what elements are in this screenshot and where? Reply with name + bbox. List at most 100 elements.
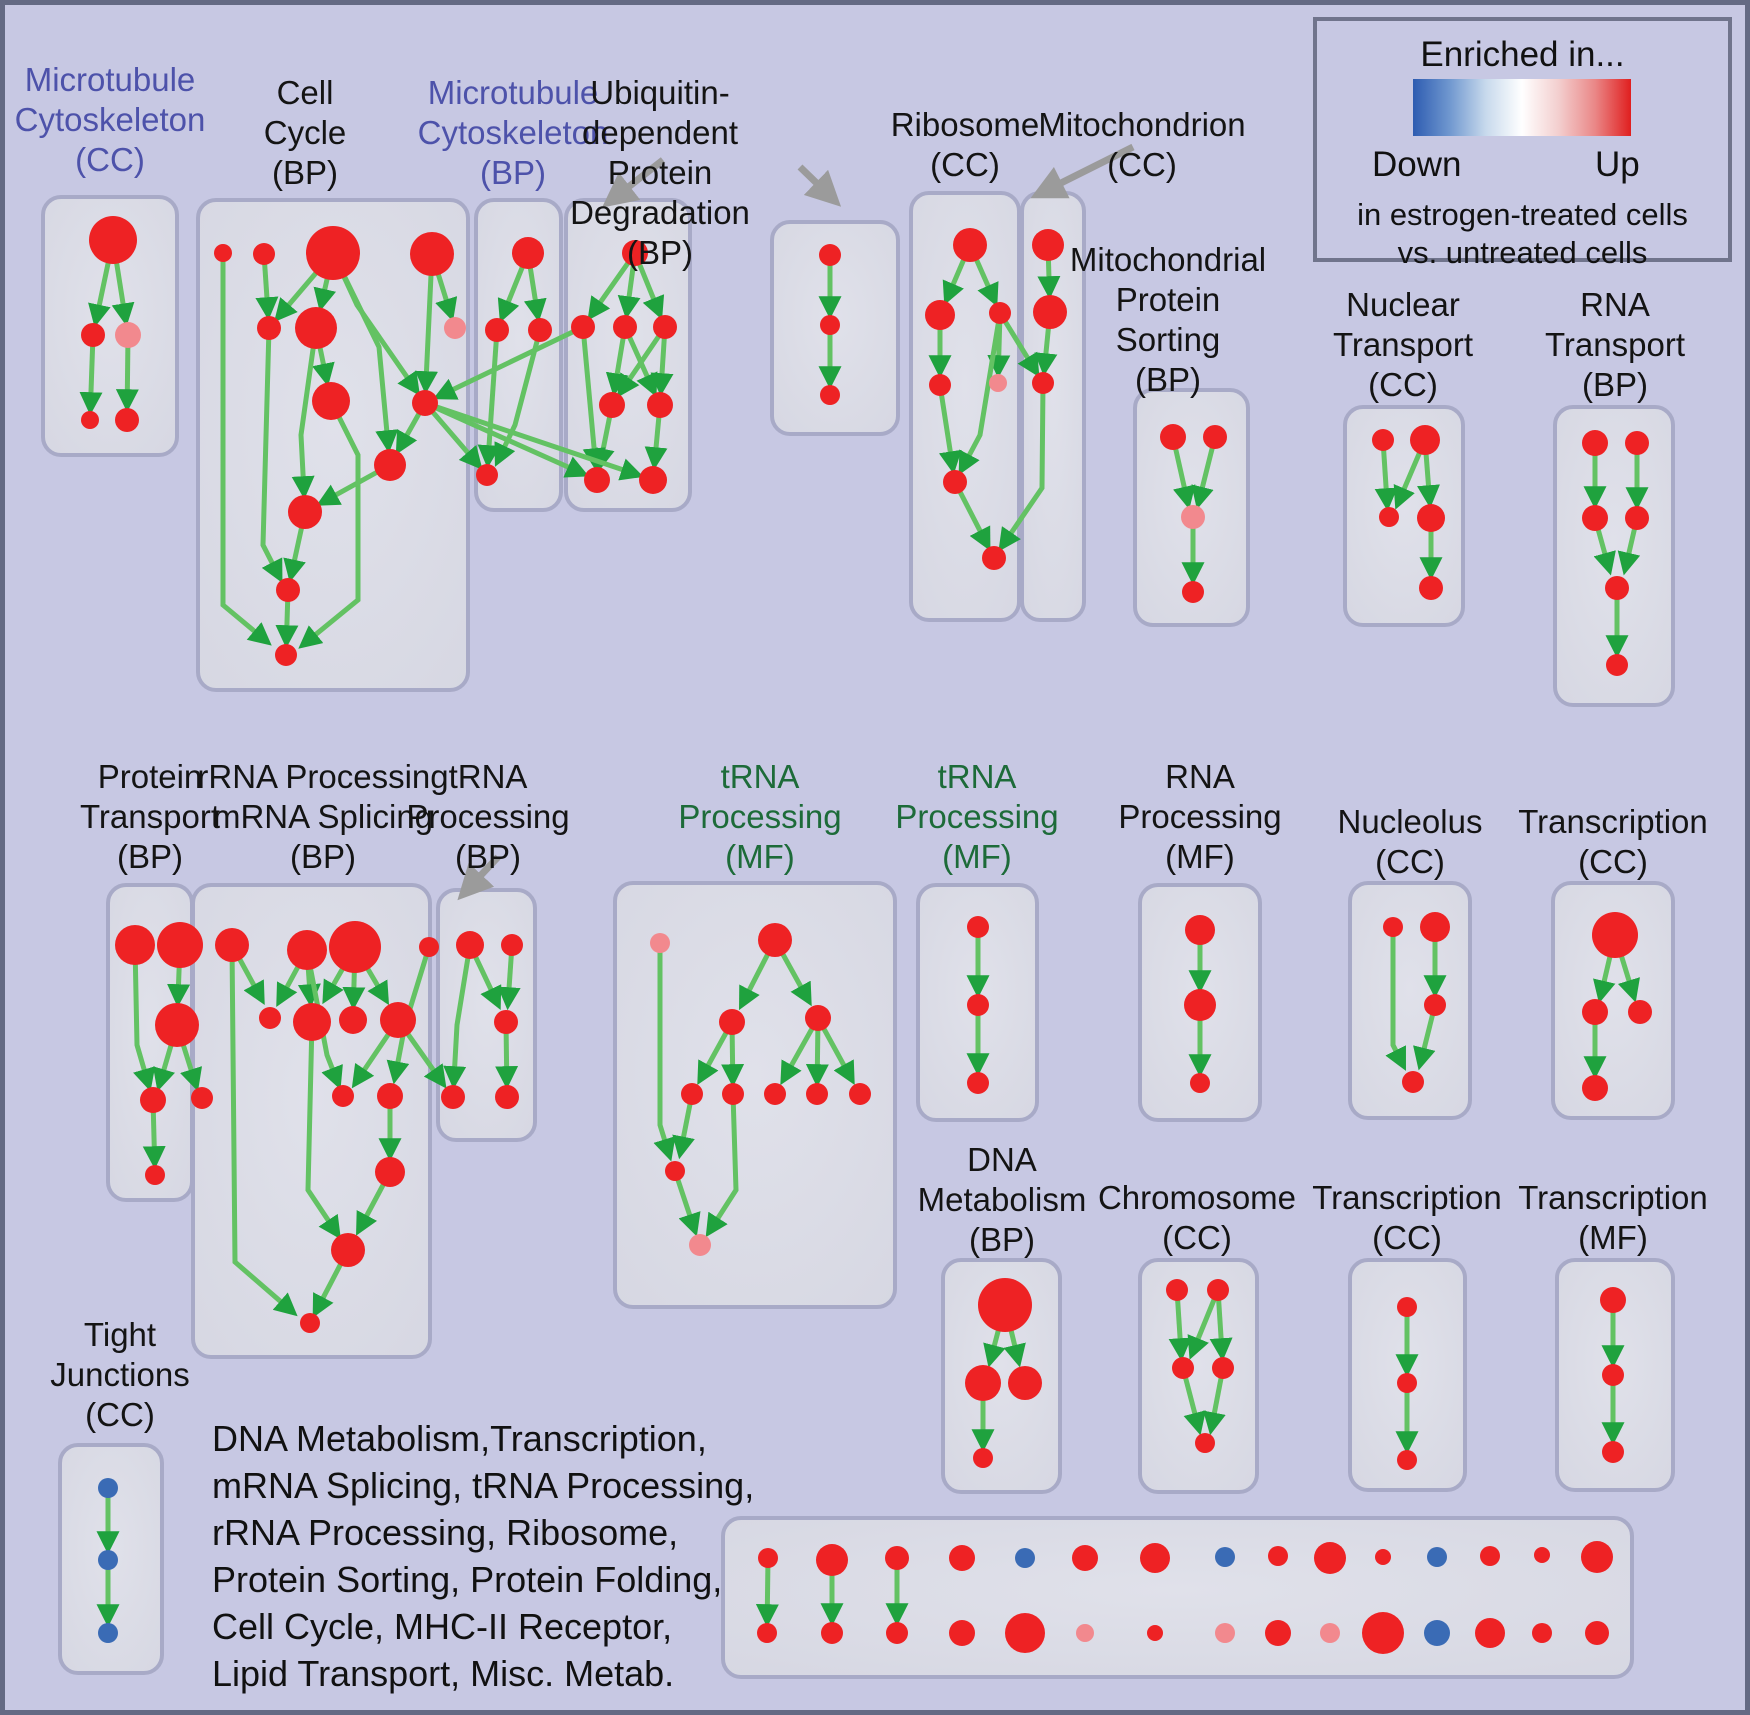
go-term-node <box>819 244 841 266</box>
go-term-node <box>1420 912 1450 942</box>
cluster-label-line: Processing <box>895 798 1059 835</box>
trna-processing-bp-label-to-box-arrow <box>457 854 501 901</box>
go-term-node <box>215 928 249 962</box>
cluster-label-line: (BP) <box>968 1221 1035 1258</box>
go-term-node <box>293 1003 331 1041</box>
go-term-node <box>1424 994 1446 1016</box>
go-term-node <box>1268 1546 1288 1566</box>
cluster-label-line: (MF) <box>725 838 795 875</box>
go-term-node <box>1582 1075 1608 1101</box>
cluster-label-line: (CC) <box>1107 146 1177 183</box>
legend-box: Enriched in... Down Up in estrogen-treat… <box>1313 17 1732 270</box>
cluster-label-line: Junctions <box>50 1356 190 1393</box>
legend-title: Enriched in... <box>1420 35 1625 74</box>
edge-cell-cycle-bp <box>298 399 361 649</box>
go-term-node <box>1181 505 1205 529</box>
go-term-node <box>1314 1542 1346 1574</box>
cluster-box-nucleolus-cc <box>1348 881 1472 1120</box>
go-term-node <box>1184 989 1216 1021</box>
legend-down-label: Down <box>1372 145 1462 184</box>
cluster-label-mitochondrion-cc: Mitochondrion (CC) <box>1038 105 1245 185</box>
go-term-node <box>377 1083 403 1109</box>
go-term-node <box>849 1083 871 1105</box>
go-term-node <box>989 374 1007 392</box>
go-term-node <box>441 1085 465 1109</box>
go-term-node <box>982 546 1006 570</box>
cluster-label-ubiquitin-dependent-protein-degradation-bp: Ubiquitin-dependent Protein Degradation (BP… <box>570 73 750 273</box>
go-term-node <box>380 1002 416 1038</box>
misc-terms-line: Protein Sorting, Protein Folding, <box>212 1559 723 1600</box>
cluster-label-line: Transcription <box>1312 1179 1502 1216</box>
go-term-node <box>1383 917 1403 937</box>
go-term-node <box>885 1546 909 1570</box>
go-term-node <box>639 466 667 494</box>
go-term-node <box>1625 431 1649 455</box>
go-term-node <box>1592 912 1638 958</box>
cross-cluster-edge <box>423 401 483 470</box>
edge-ribosome-cc <box>958 312 1003 476</box>
go-term-node <box>1602 1364 1624 1386</box>
go-term-node <box>1600 1287 1626 1313</box>
misc-terms-line: rRNA Processing, Ribosome, <box>212 1512 679 1553</box>
cluster-label-line: Degradation <box>570 194 750 231</box>
go-term-node <box>410 232 454 276</box>
cluster-label-line: RNA <box>1580 286 1650 323</box>
go-term-node <box>306 226 360 280</box>
cluster-label-tight-junctions-cc: Tight Junctions (CC) <box>50 1315 189 1435</box>
cross-cluster-edge <box>998 382 1046 552</box>
go-term-node <box>665 1161 685 1181</box>
go-term-node <box>1212 1357 1234 1379</box>
go-term-node <box>1534 1547 1550 1563</box>
cross-cluster-edge <box>432 324 585 400</box>
go-term-node <box>512 237 544 269</box>
cluster-label-line: Protein <box>97 758 203 795</box>
cluster-label-nuclear-transport-cc: Nuclear Transport (CC) <box>1333 285 1473 405</box>
edge-chromosome-cc <box>1187 1289 1221 1360</box>
cluster-label-line: rRNA Processing <box>197 758 449 795</box>
edge-cell-cycle-bp <box>330 251 399 454</box>
go-term-node <box>925 300 955 330</box>
cluster-label-line: (MF) <box>942 838 1012 875</box>
go-term-node <box>494 1010 518 1034</box>
cluster-label-line: (CC) <box>1368 366 1438 403</box>
cluster-label-line: (BP) <box>626 234 693 271</box>
go-term-node <box>967 1072 989 1094</box>
cluster-label-line: (CC) <box>1578 843 1648 880</box>
go-term-node <box>953 228 987 262</box>
go-term-node <box>949 1545 975 1571</box>
edge-protein-transport-bp <box>132 944 156 1092</box>
go-term-node <box>145 1165 165 1185</box>
cluster-label-rrna-processing-mrna-splicing-bp: rRNA Processing mRNA Splicing (BP) <box>197 757 448 877</box>
cluster-label-microtubule-cytoskeleton-cc: Microtubule Cytoskeleton (CC) <box>15 60 206 180</box>
go-term-node <box>1160 424 1186 450</box>
cluster-label-line: (CC) <box>930 146 1000 183</box>
go-term-node <box>1265 1620 1291 1646</box>
cluster-label-line: Cytoskeleton <box>14 101 206 138</box>
go-term-node <box>140 1087 166 1113</box>
cluster-box-microtubule-cytoskeleton-bp <box>474 198 563 512</box>
cluster-label-line: Sorting <box>1115 321 1221 358</box>
go-term-node <box>978 1278 1032 1332</box>
go-term-node <box>1033 295 1067 329</box>
go-term-node <box>1582 999 1608 1025</box>
go-term-node <box>820 385 840 405</box>
go-term-node <box>722 1083 744 1105</box>
go-term-node <box>650 933 670 953</box>
ubiquitin-label-to-left-box-arrow <box>601 157 666 208</box>
go-term-node <box>528 318 552 342</box>
edge-trna-processing-mf-large <box>705 1093 739 1238</box>
go-term-node <box>1582 505 1608 531</box>
cluster-box-nuclear-transport-cc <box>1343 405 1465 627</box>
go-term-node <box>1076 1624 1094 1642</box>
cluster-label-line: Nucleolus <box>1337 803 1483 840</box>
cluster-label-line: (BP) <box>455 838 521 875</box>
go-term-node <box>1424 1620 1450 1646</box>
cluster-label-line: Ribosome <box>890 106 1040 143</box>
cluster-label-line: RNA <box>1165 758 1235 795</box>
edge-rrna-processing-mrna-splicing-bp <box>304 949 343 1090</box>
go-term-node <box>444 317 466 339</box>
cluster-label-line: Transcription <box>1518 1179 1708 1216</box>
go-term-node <box>806 1083 828 1105</box>
go-term-node <box>115 322 141 348</box>
go-term-node <box>276 578 300 602</box>
